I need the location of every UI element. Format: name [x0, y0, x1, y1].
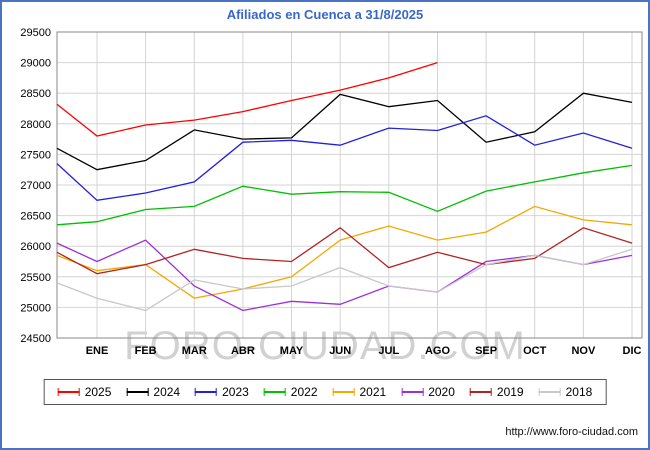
legend-swatch-2025 — [57, 388, 80, 396]
legend-swatch-2018 — [538, 388, 561, 396]
y-tick-label: 29500 — [20, 27, 51, 39]
y-tick-label: 27000 — [20, 180, 51, 192]
y-tick-label: 26000 — [20, 241, 51, 253]
y-tick-label: 28500 — [20, 88, 51, 100]
x-tick-label: ENE — [86, 345, 109, 357]
legend-label-2025: 2025 — [84, 385, 112, 399]
series-line-2020 — [56, 239, 633, 312]
legend-swatch-2023 — [195, 388, 218, 396]
line-chart: 24500 25000 25500 26000 26500 27000 27500 28000… — [20, 27, 643, 357]
legend-item-2025: 2025 — [57, 385, 112, 399]
x-tick-label: AGO — [425, 345, 451, 357]
legend-item-2024: 2024 — [126, 385, 180, 399]
series-line-2022 — [56, 164, 633, 226]
footer-url-link[interactable]: http://www.foro-ciudad.com — [505, 426, 638, 438]
legend-swatch-2022 — [263, 388, 286, 396]
legend-swatch-2021 — [332, 388, 355, 396]
legend-item-2021: 2021 — [332, 385, 387, 399]
x-tick-label: OCT — [523, 345, 547, 357]
y-tick-label: 28000 — [20, 119, 51, 131]
x-tick-label: DIC — [623, 345, 642, 357]
legend-swatch-2019 — [469, 388, 492, 396]
legend-item-2023: 2023 — [195, 385, 249, 399]
x-tick-label: MAY — [280, 345, 304, 357]
series-line-2019 — [56, 226, 633, 275]
y-tick-label: 26500 — [20, 211, 51, 223]
x-tick-label: FEB — [135, 345, 157, 357]
y-tick-label: 25500 — [20, 272, 51, 284]
watermark: FORO-CIUDAD.COM — [124, 324, 526, 368]
chart-legend: 2025 2024 2023 2022 2021 2020 2019 2018 — [43, 379, 607, 405]
series-line-2024 — [56, 92, 633, 171]
x-tick-label: JUL — [378, 345, 399, 357]
y-tick-label: 27500 — [20, 149, 51, 161]
x-tick-label: SEP — [475, 345, 497, 357]
legend-swatch-2024 — [126, 388, 149, 396]
legend-item-2018: 2018 — [538, 385, 593, 399]
y-tick-label: 25000 — [20, 302, 51, 314]
x-tick-label: ABR — [231, 345, 255, 357]
x-tick-label: NOV — [571, 345, 596, 357]
legend-label-2024: 2024 — [153, 385, 181, 399]
series-line-2025 — [56, 61, 438, 137]
x-tick-label: MAR — [182, 345, 207, 357]
series-line-2018 — [56, 248, 633, 312]
series-line-2023 — [56, 115, 633, 201]
plot-border — [56, 31, 643, 339]
legend-label-2023: 2023 — [222, 385, 249, 399]
legend-label-2022: 2022 — [290, 385, 318, 399]
chart-title: Afiliados en Cuenca a 31/8/2025 — [226, 7, 424, 22]
y-tick-label: 24500 — [20, 333, 51, 345]
y-tick-label: 29000 — [20, 58, 51, 70]
legend-label-2020: 2020 — [428, 385, 455, 399]
legend-swatch-2020 — [401, 388, 424, 396]
legend-item-2022: 2022 — [263, 385, 318, 399]
legend-label-2021: 2021 — [359, 385, 387, 399]
legend-label-2019: 2019 — [496, 385, 524, 399]
series-line-2021 — [56, 205, 633, 299]
legend-item-2020: 2020 — [401, 385, 455, 399]
x-tick-label: JUN — [329, 345, 351, 357]
legend-item-2019: 2019 — [469, 385, 524, 399]
legend-label-2018: 2018 — [565, 385, 593, 399]
